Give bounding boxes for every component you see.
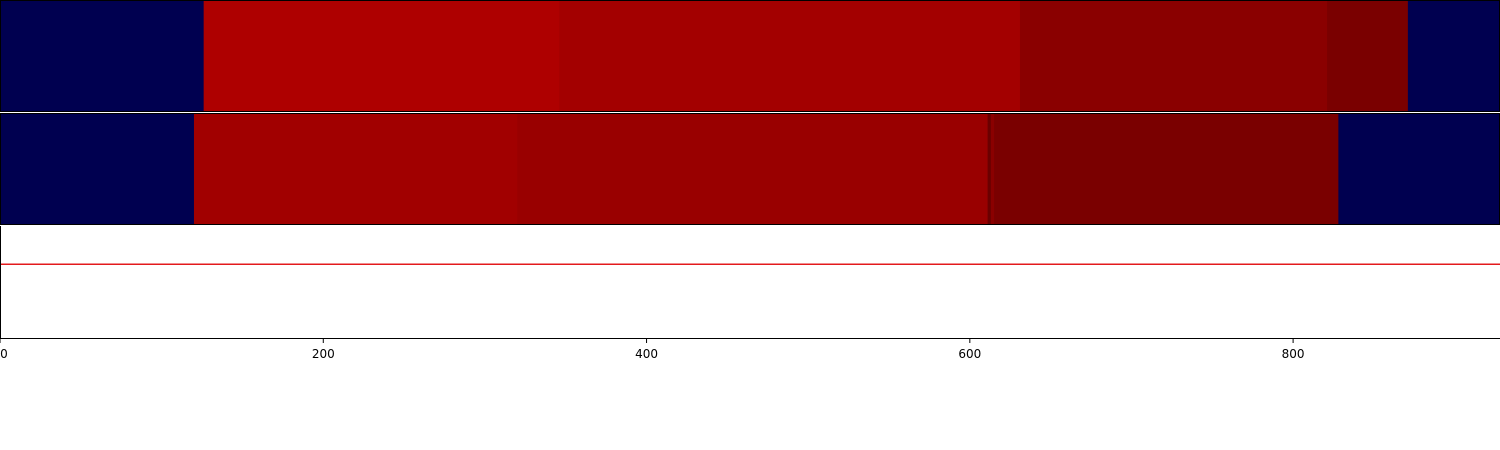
heatmap-bottom-segment-3 [987,114,992,225]
x-axis: 0 200 400 600 800 [0,338,1305,361]
heatmap-bottom-segment-5 [994,114,1339,225]
heatmap-bottom-segment-6 [1338,114,1500,225]
heatmap-top-segment-4 [1327,1,1409,112]
heatmap-top-segment-5 [1407,1,1500,112]
heatmap-bottom-segment-4 [990,114,995,225]
heatmap-bottom [0,114,1500,225]
heatmap-top-segment-1 [203,1,560,112]
heatmap-bottom-segment-0 [0,114,195,225]
heatmap-bottom-segment-2 [517,114,989,225]
heatmap-bottom-segment-1 [193,114,518,225]
heatmap-top-segment-3 [1019,1,1328,112]
x-tick-label-4: 800 [1282,347,1305,361]
x-tick-label-3: 600 [958,347,981,361]
heatmap-top [0,1,1500,112]
line-plot [0,226,1500,338]
line-plot-background [0,226,1500,338]
heatmap-top-segment-2 [559,1,1021,112]
x-tick-label-1: 200 [312,347,335,361]
x-tick-label-2: 400 [635,347,658,361]
heatmap-top-segment-0 [0,1,205,112]
x-tick-label-0: 0 [0,347,8,361]
